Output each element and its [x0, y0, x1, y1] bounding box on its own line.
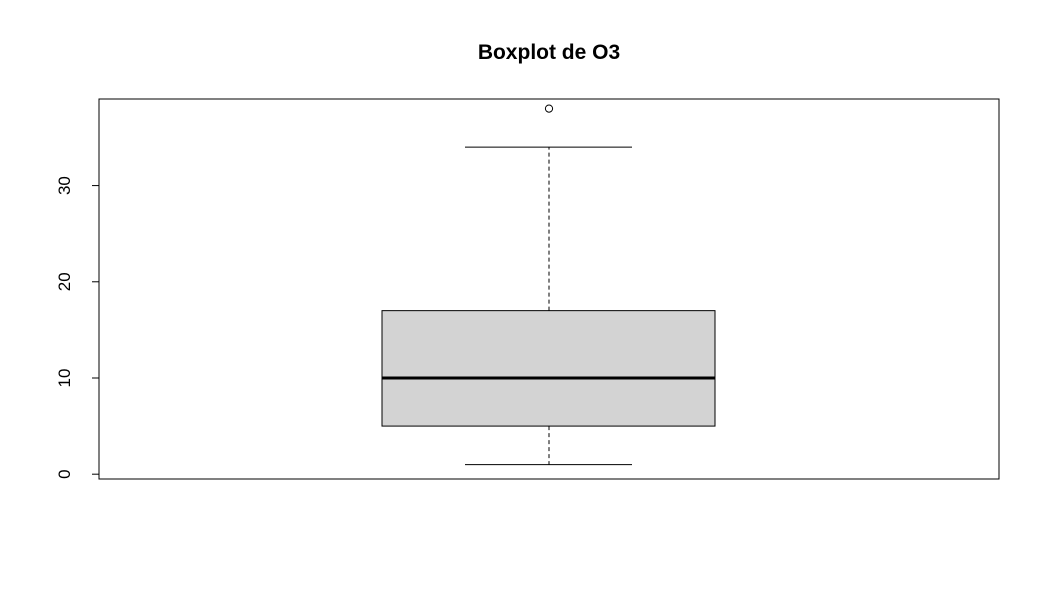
iqr-box [382, 311, 715, 426]
y-tick-label: 0 [55, 469, 74, 478]
chart-title: Boxplot de O3 [478, 41, 620, 64]
y-tick-label: 30 [55, 176, 74, 195]
box-group [382, 147, 715, 464]
y-tick-label: 10 [55, 369, 74, 388]
y-tick-label: 20 [55, 272, 74, 291]
y-axis: 0 10 20 30 [55, 176, 99, 479]
outlier-point [545, 105, 552, 112]
outliers [545, 105, 552, 112]
